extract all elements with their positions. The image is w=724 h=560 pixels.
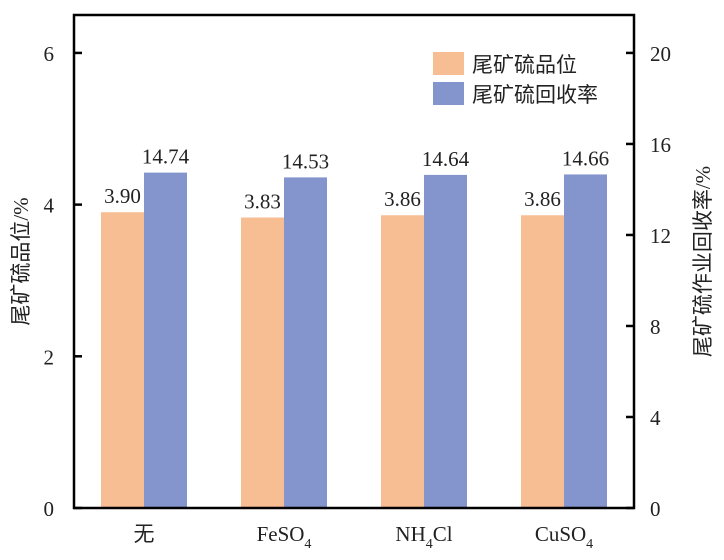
bar-recovery — [564, 174, 607, 508]
y2-tick-label: 16 — [650, 133, 671, 157]
bar-grade — [381, 215, 424, 509]
x-tick-tail: Cl — [433, 522, 453, 546]
x-tick-label: FeSO4 — [257, 522, 312, 552]
x-tick-main: NH — [395, 522, 425, 546]
y2-tick-label: 20 — [650, 42, 671, 66]
x-tick-subscript: 4 — [586, 537, 593, 552]
x-tick-subscript: 4 — [304, 537, 311, 552]
y2-tick-label: 12 — [650, 224, 671, 248]
bar-grade — [241, 217, 284, 509]
x-tick-main: 无 — [134, 522, 155, 546]
x-tick-label: CuSO4 — [535, 522, 593, 552]
x-tick-label: 无 — [134, 522, 155, 546]
legend-label: 尾矿硫回收率 — [472, 83, 598, 107]
data-label: 14.74 — [142, 145, 190, 169]
bar-grade — [521, 215, 564, 509]
legend-label: 尾矿硫品位 — [472, 53, 577, 77]
bar-grade — [101, 212, 144, 508]
bar-recovery — [144, 172, 187, 508]
y-tick-label: 6 — [44, 42, 55, 66]
legend-swatch — [433, 82, 464, 105]
y-tick-label: 0 — [44, 497, 55, 521]
data-label: 3.83 — [244, 190, 281, 214]
data-label: 3.86 — [524, 187, 561, 211]
y-tick-label: 2 — [44, 345, 55, 369]
data-label: 14.64 — [422, 147, 470, 171]
x-tick-label: NH4Cl — [395, 522, 452, 552]
y-axis-label: 尾矿硫品位/% — [9, 197, 33, 325]
data-label: 14.66 — [562, 146, 609, 170]
y-tick-label: 4 — [44, 194, 55, 218]
x-tick-main: FeSO — [257, 522, 305, 546]
bar-recovery — [284, 177, 327, 508]
data-label: 3.86 — [384, 187, 421, 211]
x-tick-main: CuSO — [535, 522, 586, 546]
y2-tick-label: 4 — [650, 406, 661, 430]
legend-swatch — [433, 52, 464, 75]
y2-tick-label: 0 — [650, 497, 661, 521]
plot-frame — [72, 13, 636, 510]
data-label: 14.53 — [282, 149, 329, 173]
y2-tick-label: 8 — [650, 315, 661, 339]
bar-recovery — [424, 174, 467, 508]
data-label: 3.90 — [104, 184, 141, 208]
y2-axis-label: 尾矿硫作业回收率/% — [691, 166, 715, 357]
x-tick-subscript: 4 — [426, 537, 433, 552]
